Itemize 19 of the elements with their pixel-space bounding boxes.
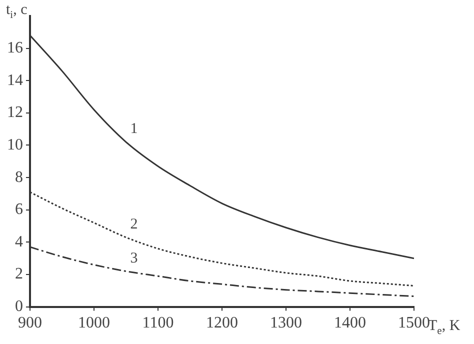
- y-tick-label: 16: [7, 40, 23, 57]
- y-tick-label: 10: [7, 136, 23, 154]
- series-label: 1: [130, 121, 138, 138]
- series-label: 2: [130, 216, 138, 232]
- x-tick-label: 1500: [398, 314, 430, 332]
- y-tick-label: 0: [15, 298, 23, 316]
- x-tick-label: 1100: [142, 314, 174, 332]
- series-label: 3: [130, 250, 138, 266]
- y-tick-label: 14: [7, 72, 23, 89]
- y-tick-label: 2: [15, 266, 23, 283]
- y-tick-label: 6: [15, 201, 23, 218]
- y-tick-label: 8: [15, 168, 23, 186]
- x-tick-label: 900: [18, 314, 42, 332]
- y-tick-label: 4: [15, 233, 23, 250]
- y-tick-label: 12: [7, 104, 23, 122]
- x-tick-label: 1300: [270, 314, 302, 332]
- x-tick-label: 1200: [206, 314, 238, 332]
- x-tick-label: 1400: [334, 314, 366, 332]
- x-tick-label: 1000: [78, 314, 110, 332]
